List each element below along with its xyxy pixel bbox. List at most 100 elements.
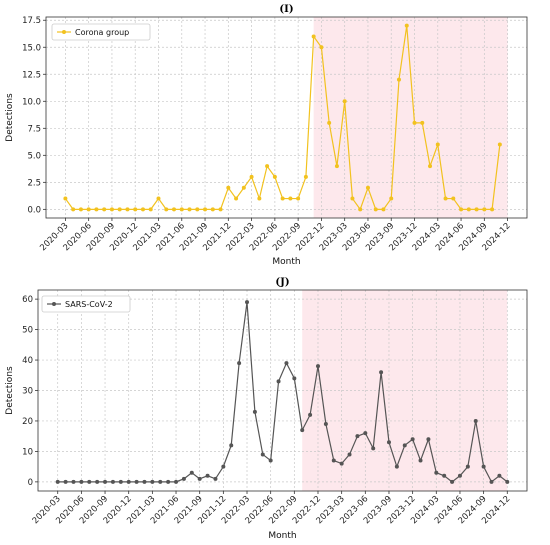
data-point bbox=[63, 479, 68, 484]
data-point bbox=[148, 207, 153, 212]
data-point bbox=[418, 458, 423, 463]
y-tick-label: 50 bbox=[22, 326, 33, 336]
y-tick-label: 15.0 bbox=[22, 43, 41, 53]
data-point bbox=[272, 174, 277, 179]
x-axis-label: Month bbox=[268, 531, 296, 541]
data-point bbox=[142, 479, 147, 484]
data-point bbox=[435, 142, 440, 147]
data-point bbox=[94, 207, 99, 212]
data-point bbox=[284, 361, 289, 366]
legend-box bbox=[41, 295, 131, 313]
data-point bbox=[252, 409, 257, 414]
legend: Corona group bbox=[51, 23, 151, 41]
data-point bbox=[205, 473, 210, 478]
data-point bbox=[257, 196, 262, 201]
data-point bbox=[497, 473, 502, 478]
data-point bbox=[355, 434, 360, 439]
data-point bbox=[505, 479, 510, 484]
legend-box bbox=[51, 23, 151, 41]
data-point bbox=[86, 207, 91, 212]
data-point bbox=[410, 437, 415, 442]
data-point bbox=[226, 185, 231, 190]
data-point bbox=[109, 207, 114, 212]
data-point bbox=[420, 120, 425, 125]
data-point bbox=[164, 207, 169, 212]
data-point bbox=[187, 207, 192, 212]
data-point bbox=[78, 207, 83, 212]
data-point bbox=[249, 174, 254, 179]
data-point bbox=[434, 470, 439, 475]
data-point bbox=[311, 34, 316, 39]
data-point bbox=[412, 120, 417, 125]
y-tick-label: 30 bbox=[22, 387, 33, 397]
data-point bbox=[189, 470, 194, 475]
y-tick-label: 2.5 bbox=[27, 178, 41, 188]
data-point bbox=[350, 196, 355, 201]
data-point bbox=[288, 196, 293, 201]
y-tick-label: 12.5 bbox=[22, 70, 41, 80]
data-point bbox=[315, 364, 320, 369]
data-point bbox=[373, 207, 378, 212]
data-point bbox=[442, 473, 447, 478]
data-point bbox=[241, 185, 246, 190]
data-point bbox=[280, 196, 285, 201]
data-point bbox=[195, 207, 200, 212]
data-point bbox=[365, 185, 370, 190]
data-point bbox=[210, 207, 215, 212]
data-point bbox=[140, 207, 145, 212]
y-tick-label: 7.5 bbox=[27, 124, 41, 134]
data-point bbox=[428, 164, 433, 169]
data-point bbox=[323, 422, 328, 426]
data-point bbox=[134, 479, 139, 484]
chart-panel-i: 0.02.55.07.510.012.515.017.52020-032020-… bbox=[5, 4, 528, 267]
y-axis-label: Detections bbox=[5, 93, 15, 142]
data-point bbox=[260, 452, 265, 457]
data-point bbox=[381, 207, 386, 212]
data-point bbox=[389, 196, 394, 201]
legend-swatch-marker bbox=[52, 302, 56, 306]
data-point bbox=[276, 379, 281, 384]
data-point bbox=[319, 45, 324, 50]
data-point bbox=[197, 476, 202, 481]
data-point bbox=[79, 479, 84, 484]
data-point bbox=[386, 440, 391, 445]
data-point bbox=[63, 196, 68, 201]
y-tick-label: 60 bbox=[22, 295, 33, 305]
data-point bbox=[237, 361, 242, 366]
data-point bbox=[179, 207, 184, 212]
y-tick-label: 0 bbox=[28, 478, 33, 488]
data-point bbox=[71, 207, 76, 212]
data-point bbox=[308, 412, 313, 417]
data-point bbox=[181, 476, 186, 481]
data-point bbox=[426, 437, 431, 442]
data-point bbox=[402, 443, 407, 448]
legend-swatch-marker bbox=[62, 30, 66, 34]
data-point bbox=[482, 207, 487, 212]
y-tick-label: 5.0 bbox=[27, 151, 41, 161]
data-point bbox=[221, 464, 226, 469]
data-point bbox=[443, 196, 448, 201]
data-point bbox=[300, 428, 305, 433]
data-point bbox=[296, 196, 301, 201]
data-point bbox=[481, 464, 486, 469]
data-point bbox=[55, 479, 60, 484]
data-point bbox=[358, 207, 363, 212]
data-point bbox=[103, 479, 108, 484]
data-point bbox=[87, 479, 92, 484]
data-point bbox=[234, 196, 239, 201]
data-point bbox=[490, 207, 495, 212]
y-tick-label: 20 bbox=[22, 417, 33, 427]
data-point bbox=[451, 196, 456, 201]
data-point bbox=[303, 174, 308, 179]
data-point bbox=[71, 479, 76, 484]
legend: SARS-CoV-2 bbox=[41, 295, 131, 313]
data-point bbox=[229, 443, 234, 448]
data-point bbox=[394, 464, 399, 469]
chart-title: (J) bbox=[275, 277, 289, 288]
data-point bbox=[172, 207, 177, 212]
plot-frame bbox=[45, 16, 528, 219]
data-point bbox=[466, 207, 471, 212]
data-point bbox=[95, 479, 100, 484]
data-point bbox=[174, 479, 179, 484]
